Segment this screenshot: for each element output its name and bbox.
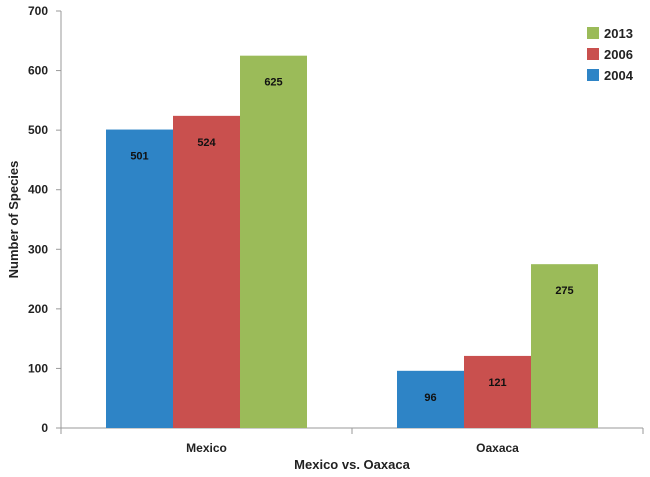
bar-2013-mexico xyxy=(240,55,307,429)
x-tick-label: Mexico xyxy=(186,441,227,455)
legend-label-2004: 2004 xyxy=(604,68,634,83)
y-tick-label: 700 xyxy=(28,4,48,18)
data-label: 524 xyxy=(197,137,216,149)
x-axis-title: Mexico vs. Oaxaca xyxy=(294,457,410,472)
y-ticks: 0 100 200 300 400 500 600 700 xyxy=(28,4,61,435)
y-tick-label: 600 xyxy=(28,64,48,78)
bar-2004-oaxaca xyxy=(397,370,464,428)
data-label: 275 xyxy=(555,285,573,297)
bars: 501 524 625 96 121 275 xyxy=(106,55,598,429)
y-tick-label: 0 xyxy=(41,421,48,435)
x-ticks: Mexico Oaxaca xyxy=(60,428,644,455)
bar-2013-oaxaca xyxy=(531,264,598,428)
bar-2006-oaxaca xyxy=(464,355,531,428)
y-tick-label: 200 xyxy=(28,302,48,316)
data-label: 96 xyxy=(424,392,436,404)
bar-2004-mexico xyxy=(106,129,173,428)
data-label: 501 xyxy=(130,151,148,163)
x-tick-label: Oaxaca xyxy=(476,441,519,455)
legend-swatch-2004 xyxy=(587,69,599,81)
bar-2006-mexico xyxy=(173,115,240,429)
legend-swatch-2013 xyxy=(587,27,599,39)
legend-label-2013: 2013 xyxy=(604,26,633,41)
legend-swatch-2006 xyxy=(587,48,599,60)
legend: 2013 2006 2004 xyxy=(587,26,634,83)
y-tick-label: 300 xyxy=(28,242,48,256)
y-axis-title: Number of Species xyxy=(6,161,21,279)
data-label: 121 xyxy=(488,377,506,389)
y-tick-label: 500 xyxy=(28,123,48,137)
legend-label-2006: 2006 xyxy=(604,47,633,62)
y-tick-label: 400 xyxy=(28,183,48,197)
y-tick-label: 100 xyxy=(28,361,48,375)
data-label: 625 xyxy=(264,77,282,89)
